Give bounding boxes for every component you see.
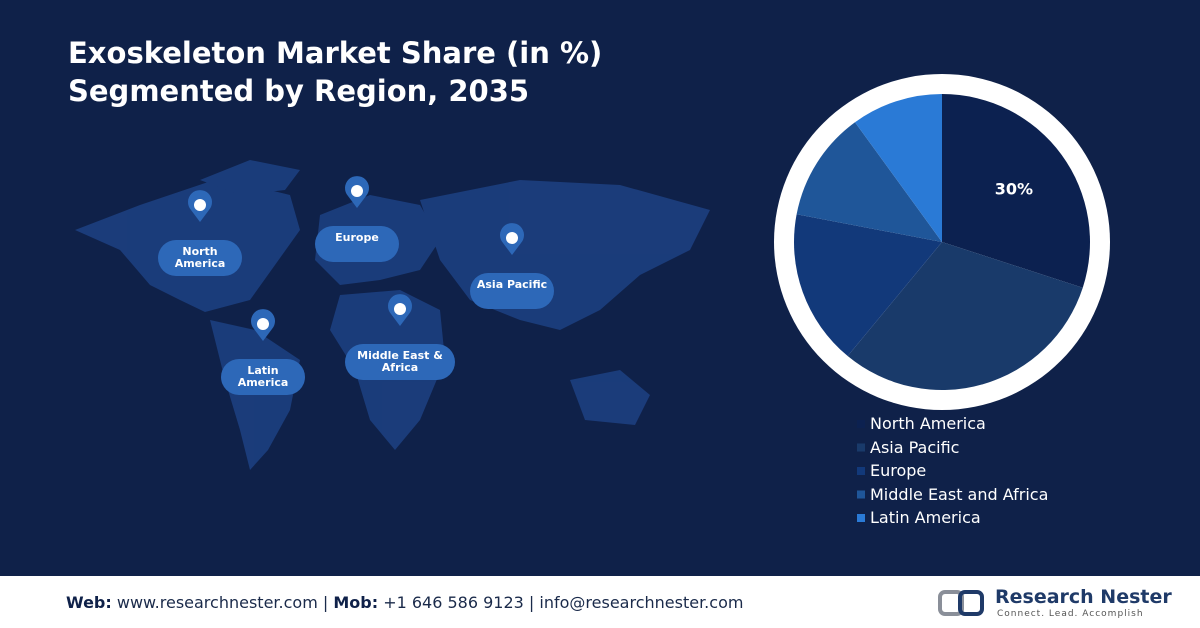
- legend-swatch: [857, 490, 865, 499]
- pie-slice: [847, 242, 1083, 390]
- legend-label: Europe: [870, 461, 927, 480]
- legend-swatch: [857, 420, 865, 428]
- pin-bubble: [470, 273, 554, 309]
- logo-icon: [938, 590, 984, 616]
- pie-slice: [793, 214, 942, 357]
- pin-bubble: [221, 359, 305, 395]
- pin-dot: [257, 318, 269, 330]
- email[interactable]: info@researchnester.com: [539, 593, 744, 612]
- contact: Web: www.researchnester.com | Mob: +1 64…: [66, 593, 744, 612]
- web-label: Web:: [66, 593, 112, 612]
- mob-label: Mob:: [333, 593, 379, 612]
- legend-label: Latin America: [870, 508, 981, 527]
- legend-swatch: [857, 443, 865, 452]
- map-label: Europe: [335, 231, 379, 244]
- pin-dot: [506, 232, 518, 244]
- pin-bubble: [315, 226, 399, 262]
- tagline: Connect. Lead. Accomplish: [997, 609, 1144, 619]
- mob: +1 646 586 9123: [383, 593, 524, 612]
- pin-dot: [194, 199, 206, 211]
- footer: Web: www.researchnester.com | Mob: +1 64…: [0, 576, 1200, 628]
- legend-label: Middle East and Africa: [870, 484, 1049, 504]
- logo: Research Nester: [995, 586, 1172, 608]
- pin-dot: [394, 303, 406, 315]
- pin-dot: [351, 185, 363, 197]
- map-label: North America: [174, 245, 226, 270]
- pie-slice: [942, 94, 1090, 288]
- pin-bubble: [158, 240, 242, 276]
- pie-slice: [855, 94, 942, 242]
- legend-swatch: [857, 514, 865, 522]
- map-label: Asia Pacific: [476, 278, 548, 291]
- map-label: Middle East & Africa: [357, 349, 443, 374]
- data-label: 30%: [995, 179, 1033, 198]
- legend-label: Asia Pacific: [870, 437, 960, 457]
- legend-swatch: [857, 467, 865, 475]
- pie: 30%: [774, 74, 1110, 410]
- chart-title: Exoskeleton Market Share (in %) Segmente…: [68, 36, 603, 108]
- world-map: [75, 160, 710, 470]
- canvas: 30%: [75, 74, 1110, 522]
- web[interactable]: www.researchnester.com: [116, 593, 318, 612]
- pie-slice: [796, 122, 942, 242]
- pin-bubble: [345, 344, 455, 380]
- legend-label: North America: [870, 414, 986, 433]
- map-label: Latin America: [237, 364, 289, 389]
